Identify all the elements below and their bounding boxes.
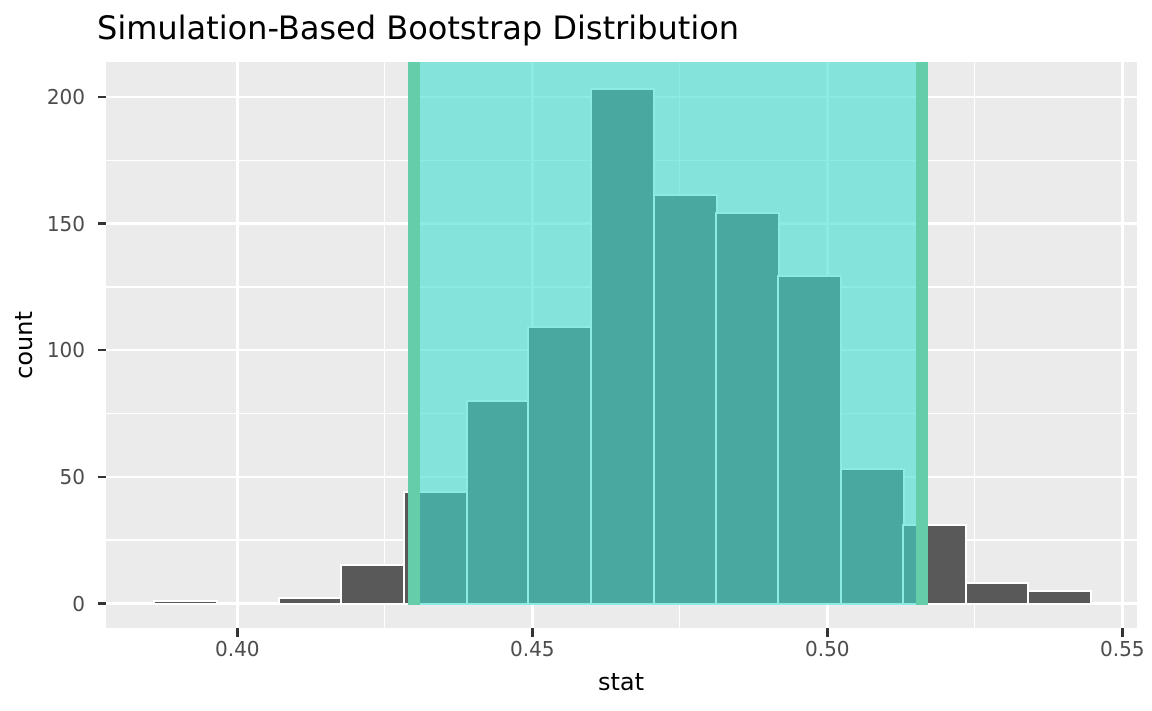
minor-gridline-vertical (974, 62, 976, 628)
plot-title: Simulation-Based Bootstrap Distribution (97, 9, 740, 47)
y-axis-tick-mark (97, 95, 106, 99)
confidence-interval-line-lower (408, 62, 421, 605)
x-axis-tick-mark (530, 628, 534, 637)
x-axis-title: stat (597, 668, 645, 696)
x-axis-tick-mark (235, 628, 239, 637)
minor-gridline-vertical (384, 62, 386, 628)
histogram-bar (340, 564, 406, 605)
y-axis-tick-mark (97, 475, 106, 479)
x-axis-tick-label: 0.40 (215, 637, 260, 661)
y-axis-tick-label: 200 (46, 84, 85, 109)
y-axis-tick-label: 0 (72, 591, 85, 616)
y-axis-tick-mark (97, 348, 106, 352)
confidence-interval-line-upper (915, 62, 928, 605)
x-axis-tick-mark (1120, 628, 1124, 637)
x-axis-tick-label: 0.45 (510, 637, 555, 661)
confidence-interval-shade (414, 62, 922, 605)
histogram-bar (277, 597, 343, 605)
x-axis-tick-label: 0.50 (805, 637, 850, 661)
y-axis-tick-mark (97, 222, 106, 225)
x-axis-tick-label: 0.55 (1100, 637, 1145, 661)
x-axis-tick-mark (825, 628, 829, 637)
histogram-bar (1026, 589, 1092, 605)
y-axis-tick-label: 100 (46, 338, 85, 363)
plot-panel (106, 62, 1137, 628)
y-axis-tick-label: 50 (59, 464, 85, 489)
major-gridline-vertical (1120, 62, 1124, 628)
y-axis-tick-label: 150 (46, 211, 85, 236)
y-axis-tick-mark (97, 602, 106, 605)
major-gridline-vertical (235, 62, 239, 628)
histogram-bar (153, 599, 218, 605)
histogram-bar (964, 581, 1030, 605)
